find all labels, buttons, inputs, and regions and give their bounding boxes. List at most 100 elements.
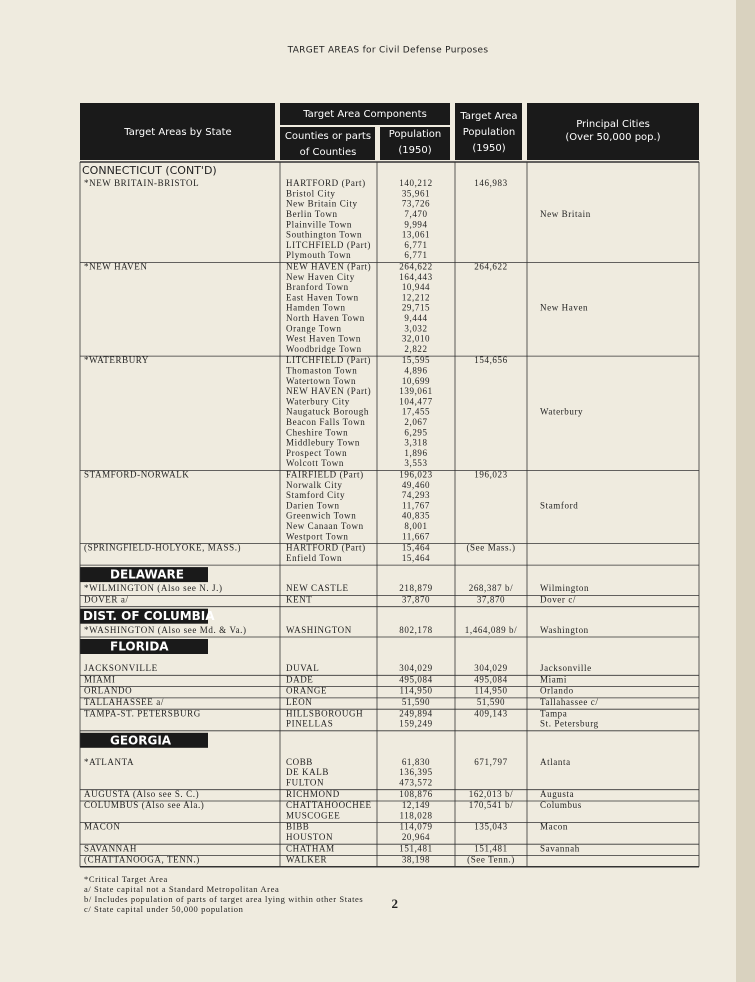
component-population: 196,023	[399, 469, 432, 479]
principal-city: Tallahassee c/	[540, 697, 599, 707]
component-population: 473,572	[399, 777, 432, 787]
component-population: 11,767	[402, 500, 430, 510]
component-name: West Haven Town	[286, 334, 361, 344]
target-population: 409,143	[474, 708, 507, 718]
target-area: AUGUSTA (Also see S. C.)	[84, 789, 199, 799]
target-area: TAMPA-ST. PETERSBURG	[84, 708, 201, 718]
target-area: *ATLANTA	[84, 757, 134, 767]
component-name: WASHINGTON	[286, 625, 352, 635]
principal-city: Wilmington	[540, 583, 589, 593]
target-population: 162,013 b/	[469, 789, 514, 799]
component-name: NEW CASTLE	[286, 583, 349, 593]
component-population: 11,667	[402, 531, 430, 541]
component-name: Waterbury City	[286, 396, 350, 406]
page-title: TARGET AREAS for Civil Defense Purposes	[287, 46, 489, 56]
component-population: 61,830	[402, 757, 430, 767]
component-population: 495,084	[399, 674, 432, 684]
target-area: (CHATTANOOGA, TENN.)	[84, 855, 200, 865]
component-population: 15,464	[402, 553, 430, 563]
component-name: FAIRFIELD (Part)	[286, 469, 364, 479]
principal-city: Columbus	[540, 800, 582, 810]
component-name: PINELLAS	[286, 719, 333, 729]
target-population: (See Mass.)	[466, 543, 515, 553]
component-population: 108,876	[399, 789, 432, 799]
state-label-box	[80, 732, 208, 748]
header-text: Target Area	[459, 111, 517, 122]
principal-city: Augusta	[540, 789, 574, 799]
component-name: New Britain City	[286, 199, 358, 209]
target-population: 304,029	[474, 663, 507, 673]
target-area: *WILMINGTON (Also see N. J.)	[84, 583, 223, 593]
component-name: Prospect Town	[286, 448, 347, 458]
component-name: BIBB	[286, 822, 309, 832]
component-name: KENT	[286, 594, 312, 604]
principal-city: Orlando	[540, 686, 574, 696]
target-area: TALLAHASSEE a/	[84, 697, 164, 707]
header-text: Principal Cities	[576, 119, 650, 130]
component-population: 249,894	[399, 708, 432, 718]
component-name: HILLSBOROUGH	[286, 708, 363, 718]
target-population: 37,870	[477, 594, 505, 604]
state-heading: DIST. OF COLUMBIA	[83, 609, 215, 623]
component-population: 264,622	[399, 261, 432, 271]
principal-city: Stamford	[540, 500, 578, 510]
component-population: 3,553	[404, 458, 427, 468]
component-name: Darien Town	[286, 500, 340, 510]
component-population: 140,212	[399, 178, 432, 188]
component-name: CHATHAM	[286, 843, 335, 853]
component-name: HARTFORD (Part)	[286, 543, 366, 553]
component-name: Bristol City	[286, 188, 335, 198]
component-name: ORANGE	[286, 686, 327, 696]
target-area: DOVER a/	[84, 594, 129, 604]
principal-city: Macon	[540, 822, 568, 832]
header-box	[527, 103, 699, 160]
header-text: of Counties	[300, 147, 357, 158]
component-population: 136,395	[399, 767, 432, 777]
component-name: CHATTAHOOCHEE	[286, 800, 372, 810]
target-area: (SPRINGFIELD-HOLYOKE, MASS.)	[84, 543, 241, 553]
principal-city: Tampa	[540, 708, 567, 718]
component-name: Branford Town	[286, 282, 349, 292]
target-population: (See Tenn.)	[467, 855, 515, 865]
component-population: 6,771	[404, 240, 427, 250]
component-name: DADE	[286, 674, 313, 684]
header-text: (Over 50,000 pop.)	[565, 132, 660, 143]
target-area: JACKSONVILLE	[84, 663, 158, 673]
target-population: 495,084	[474, 674, 507, 684]
component-population: 20,964	[402, 832, 430, 842]
component-population: 15,595	[402, 355, 430, 365]
component-population: 51,590	[402, 697, 430, 707]
component-population: 3,032	[404, 323, 427, 333]
component-population: 74,293	[402, 490, 430, 500]
component-name: WALKER	[286, 855, 327, 865]
component-population: 8,001	[404, 521, 427, 531]
header-box	[455, 103, 522, 160]
component-name: Berlin Town	[286, 209, 338, 219]
component-name: Orange Town	[286, 323, 342, 333]
component-population: 3,318	[404, 438, 427, 448]
header-text: Target Area Components	[302, 109, 427, 120]
component-name: Middlebury Town	[286, 438, 360, 448]
target-population: 268,387 b/	[469, 583, 514, 593]
component-population: 15,464	[402, 543, 430, 553]
component-name: Watertown Town	[286, 376, 356, 386]
footnote: a/ State capital not a Standard Metropol…	[84, 884, 279, 894]
component-name: DUVAL	[286, 663, 319, 673]
footnote: *Critical Target Area	[84, 874, 168, 884]
target-population: 146,983	[474, 178, 507, 188]
component-population: 159,249	[399, 719, 432, 729]
component-population: 35,961	[402, 188, 430, 198]
principal-city: Washington	[540, 625, 589, 635]
target-population: 170,541 b/	[469, 800, 514, 810]
component-population: 38,198	[402, 855, 430, 865]
component-name: Plainville Town	[286, 219, 352, 229]
state-heading: CONNECTICUT (CONT'D)	[82, 164, 217, 177]
component-name: DE KALB	[286, 767, 329, 777]
component-name: HOUSTON	[286, 832, 333, 842]
component-name: RICHMOND	[286, 789, 340, 799]
component-population: 802,178	[399, 625, 432, 635]
target-population: 135,043	[474, 822, 507, 832]
page-edge	[736, 0, 755, 982]
